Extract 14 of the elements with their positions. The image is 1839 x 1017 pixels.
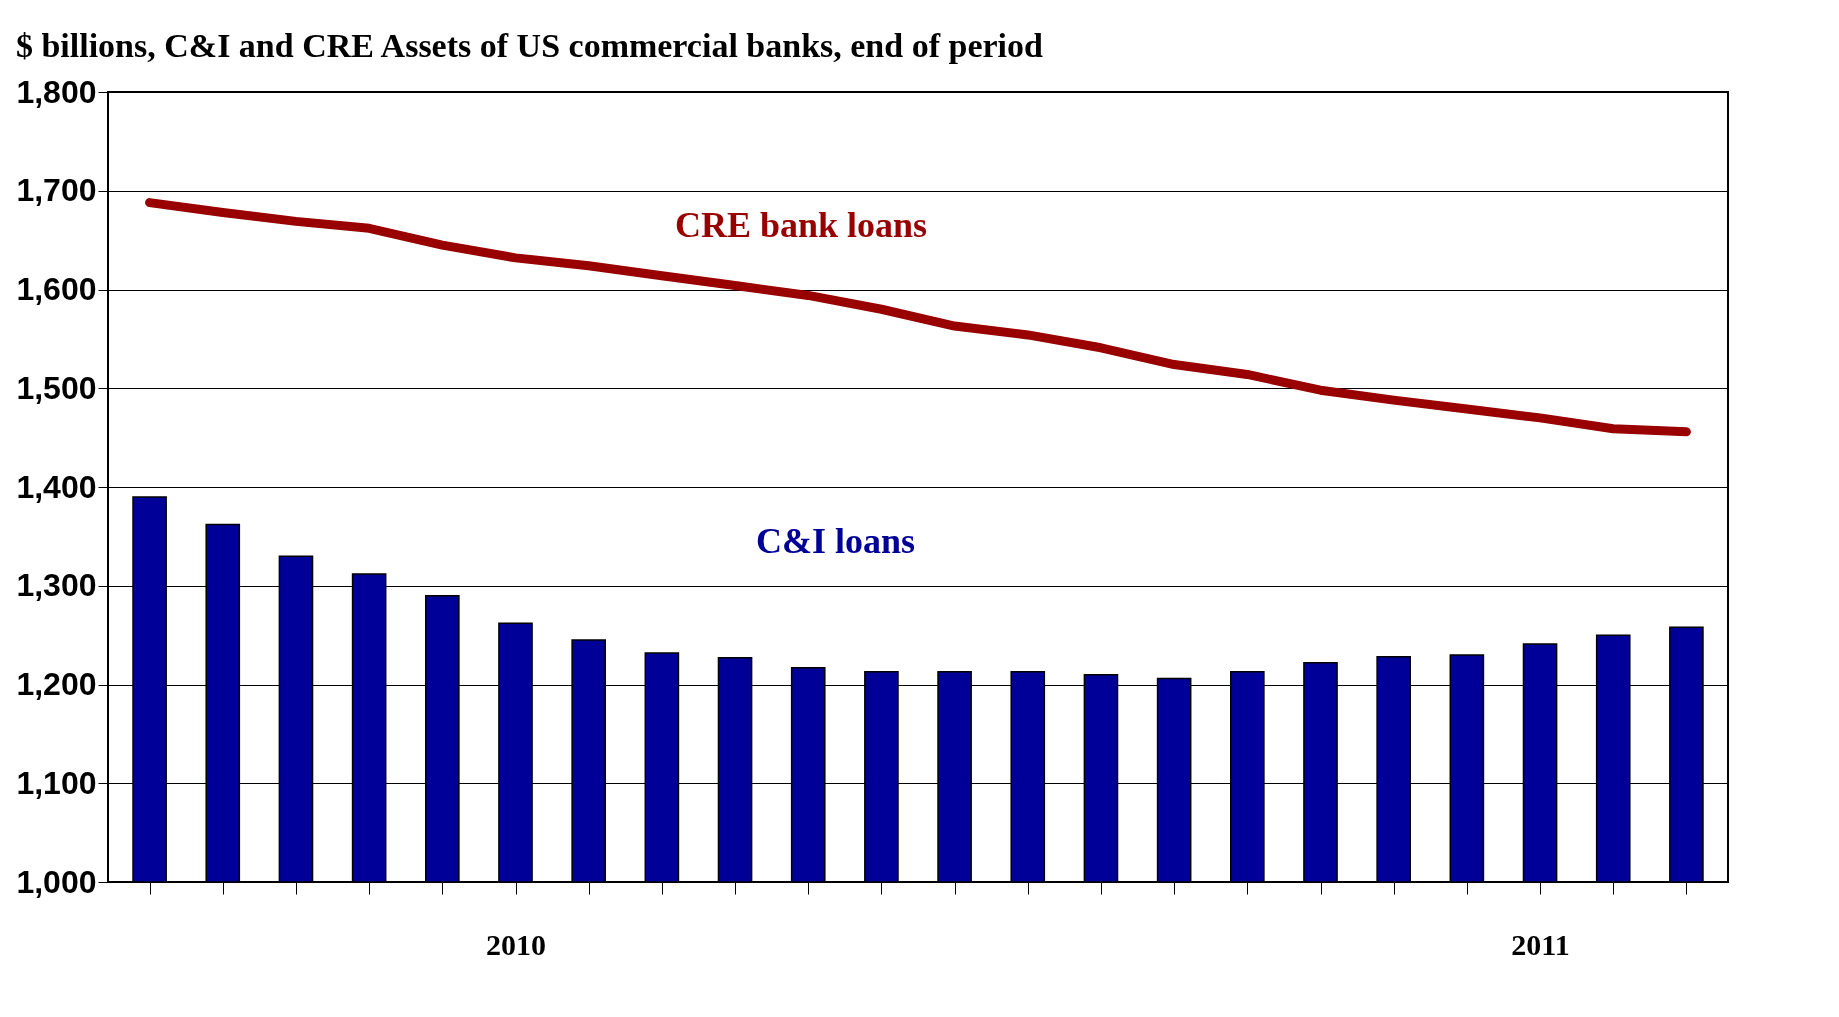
y-tick-label: 1,200: [16, 666, 97, 702]
x-tick-label: 2011: [1511, 927, 1570, 961]
y-tick-label: 1,800: [16, 73, 97, 110]
series-label: CRE bank loans: [675, 205, 928, 246]
y-tick-label: 1,300: [16, 567, 97, 604]
y-tick-label: 1,000: [16, 863, 97, 900]
text: C&I loans: [756, 521, 916, 562]
y-tick-label: 1,400: [16, 468, 97, 505]
y-tick-label: 1,100: [16, 764, 97, 801]
y-tick-label: 1,500: [16, 369, 97, 406]
y-tick-label: 1,700: [16, 172, 97, 209]
x-tick-label: 2010: [486, 927, 546, 961]
chart-title: $ billions, C&I and CRE Assets of US commercial banks, end of period: [15, 27, 1044, 64]
y-tick-label: 1,600: [16, 271, 97, 307]
